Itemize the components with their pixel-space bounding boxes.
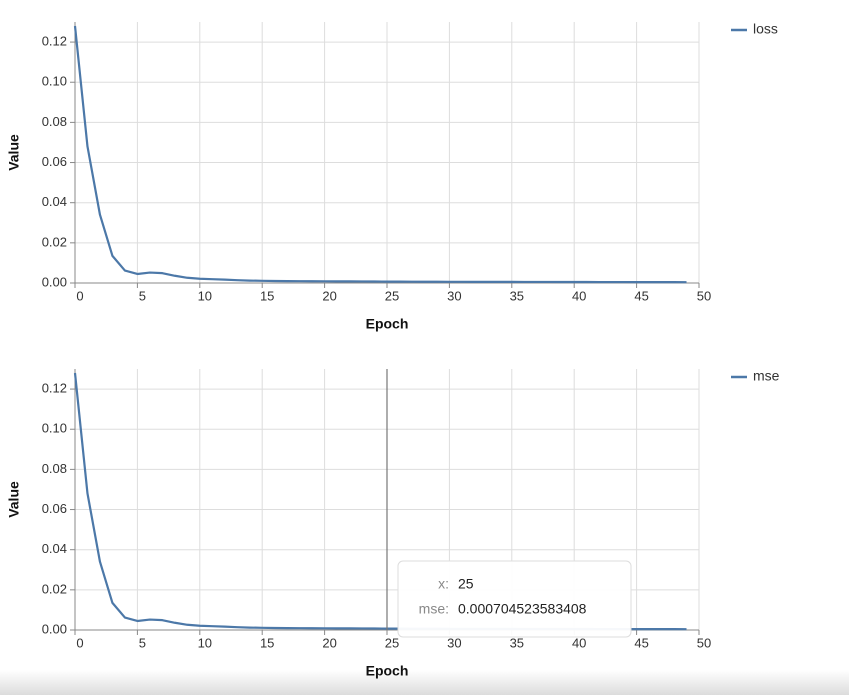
x-tick-label: 10 <box>198 288 212 303</box>
y-tick-label: 0.06 <box>42 154 67 169</box>
y-tick-label: 0.12 <box>42 381 67 396</box>
x-tick-label: 15 <box>260 635 274 650</box>
y-tick-label: 0.00 <box>42 621 67 636</box>
line <box>73 25 687 284</box>
y-tick-label: 0.02 <box>42 581 67 596</box>
tooltip-value: 25 <box>458 576 474 592</box>
y-tick-label: 0.04 <box>42 541 67 556</box>
x-tick-label: 5 <box>139 288 146 303</box>
y-axis-title: Value <box>6 134 22 171</box>
x-tick-label: 0 <box>76 288 83 303</box>
x-axis-title: Epoch <box>366 316 409 332</box>
tooltip-value: 0.000704523583408 <box>458 601 587 617</box>
x-tick-label: 40 <box>572 635 586 650</box>
x-tick-label: 10 <box>198 635 212 650</box>
x-tick-label: 25 <box>385 635 399 650</box>
x-tick-label: 50 <box>697 635 711 650</box>
x-tick-label: 20 <box>322 288 336 303</box>
chart: 0 5 10 15 20 25 30 35 40 45 50 0.00 0.02 0.04 0.06 0.08… <box>6 21 778 332</box>
bottom-shade <box>0 670 849 695</box>
legend-label: loss <box>753 21 778 37</box>
x-tick-label: 0 <box>76 635 83 650</box>
y-tick-label: 0.04 <box>42 194 67 209</box>
tooltip-key: x: <box>438 576 449 592</box>
x-tick-label: 45 <box>634 288 648 303</box>
x-tick-label: 45 <box>634 635 648 650</box>
chart: 0 5 10 15 20 25 30 35 40 45 50 0.00 0.02 0.04 0.06 0.08… <box>6 368 780 679</box>
y-tick-label: 0.02 <box>42 234 67 249</box>
x-tick-label: 35 <box>510 288 524 303</box>
x-axis-title: Epoch <box>366 663 409 679</box>
x-tick-label: 15 <box>260 288 274 303</box>
legend-label: mse <box>753 368 780 384</box>
tooltip-box <box>397 560 632 638</box>
y-axis-title: Value <box>6 481 22 518</box>
tooltip-key: mse: <box>419 601 449 617</box>
y-tick-label: 0.08 <box>42 461 67 476</box>
y-tick-label: 0.08 <box>42 114 67 129</box>
x-tick-label: 5 <box>139 635 146 650</box>
x-tick-label: 35 <box>510 635 524 650</box>
y-tick-label: 0.12 <box>42 34 67 49</box>
tooltip: x: 25 mse: 0.000704523583408 <box>397 560 632 638</box>
x-tick-label: 25 <box>385 288 399 303</box>
x-tick-label: 40 <box>572 288 586 303</box>
y-tick-label: 0.10 <box>42 421 67 436</box>
x-tick-label: 30 <box>447 288 461 303</box>
y-tick-label: 0.06 <box>42 501 67 516</box>
x-tick-label: 50 <box>697 288 711 303</box>
x-tick-label: 20 <box>322 635 336 650</box>
y-tick-label: 0.00 <box>42 274 67 289</box>
x-tick-label: 30 <box>447 635 461 650</box>
y-tick-label: 0.10 <box>42 74 67 89</box>
